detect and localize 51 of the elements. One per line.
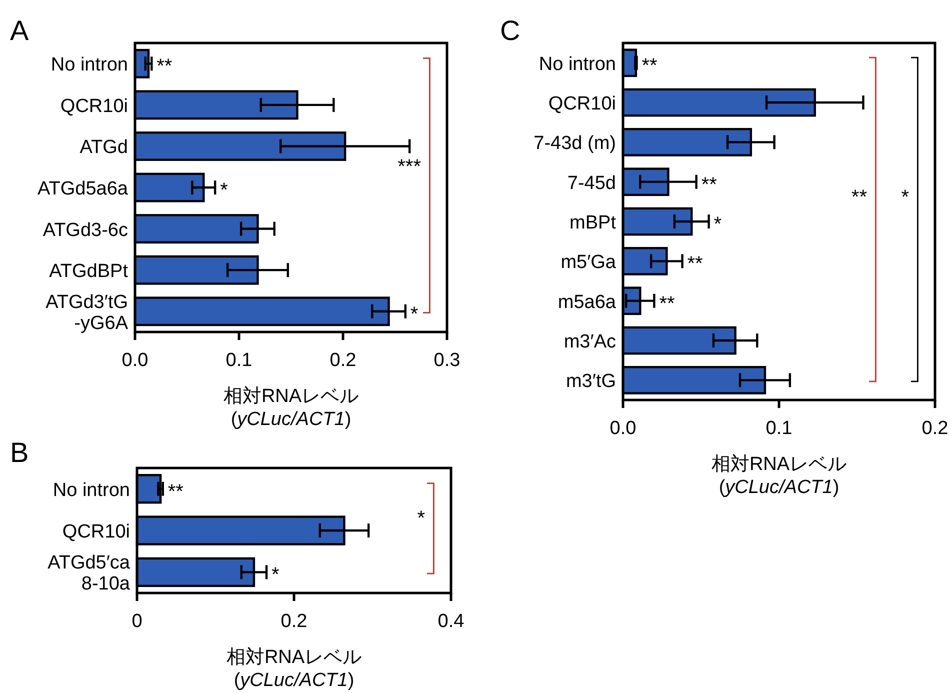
chart-title: C: [500, 15, 520, 46]
y-tick-label: m3′Ac: [564, 332, 616, 352]
x-tick-label: 0.0: [122, 350, 148, 371]
data-label: *: [410, 303, 418, 326]
x-axis-title: 相対RNAレベル (yCLuc/ACT1): [226, 646, 362, 691]
data-label: **: [701, 174, 718, 196]
x-tick-label: 0.1: [226, 350, 252, 371]
y-tick-label: No intron: [50, 54, 128, 76]
y-tick-label: ATGd5′ca 8-10a: [48, 552, 130, 595]
x-tick-label: 0.2: [280, 611, 308, 632]
chart-title: A: [10, 15, 29, 46]
y-tick-label: m5a6a: [558, 292, 616, 313]
bracket: *: [901, 56, 918, 382]
y-tick-label: QCR10i: [62, 522, 130, 542]
data-label: **: [156, 56, 172, 78]
data-label: **: [659, 292, 675, 315]
data-label: **: [687, 253, 704, 276]
x-tick-label: 0.2: [922, 418, 948, 439]
y-tick-label: ATGd5a6a: [38, 178, 128, 200]
x-tick-label: 0.1: [766, 418, 792, 439]
y-tick-label: mBPt: [570, 212, 617, 234]
x-axis-title: 相対RNAレベル (yCLuc/ACT1): [223, 385, 359, 430]
x-tick-label: 0.2: [330, 350, 356, 371]
data-label: **: [168, 480, 184, 503]
y-tick-label: No intron: [538, 54, 616, 75]
annotation: *: [417, 507, 426, 530]
chart-title: B: [10, 437, 29, 468]
y-tick-label: QCR10i: [548, 94, 616, 114]
x-tick-label: 0.4: [438, 611, 465, 632]
data-label: *: [714, 214, 722, 236]
x-tick-label: 0: [132, 611, 142, 632]
y-tick-label: ATGd: [80, 137, 128, 158]
y-tick-label: 7-43d (m): [534, 133, 616, 154]
x-axis-title: 相対RNAレベル (yCLuc/ACT1): [711, 453, 847, 498]
annotation: **: [851, 186, 868, 209]
data-label: *: [272, 564, 280, 586]
y-tick-label: m3′tG: [566, 371, 616, 392]
data-label: **: [642, 54, 658, 77]
y-tick-label: ATGd3′tG -yG6A: [46, 292, 128, 334]
annotation: *: [901, 186, 910, 209]
y-tick-label: ATGd3-6c: [42, 220, 128, 241]
y-tick-label: m5′Ga: [560, 252, 616, 274]
y-tick-label: 7-45d: [567, 172, 616, 194]
y-tick-label: No intron: [52, 480, 130, 501]
x-tick-label: 0.3: [434, 350, 460, 371]
y-tick-label: ATGdBPt: [49, 261, 129, 282]
data-label: *: [220, 180, 228, 202]
bracket: **: [851, 56, 876, 382]
y-tick-label: QCR10i: [60, 96, 128, 117]
bracket: *: [417, 482, 434, 574]
x-tick-label: 0.0: [610, 418, 636, 439]
